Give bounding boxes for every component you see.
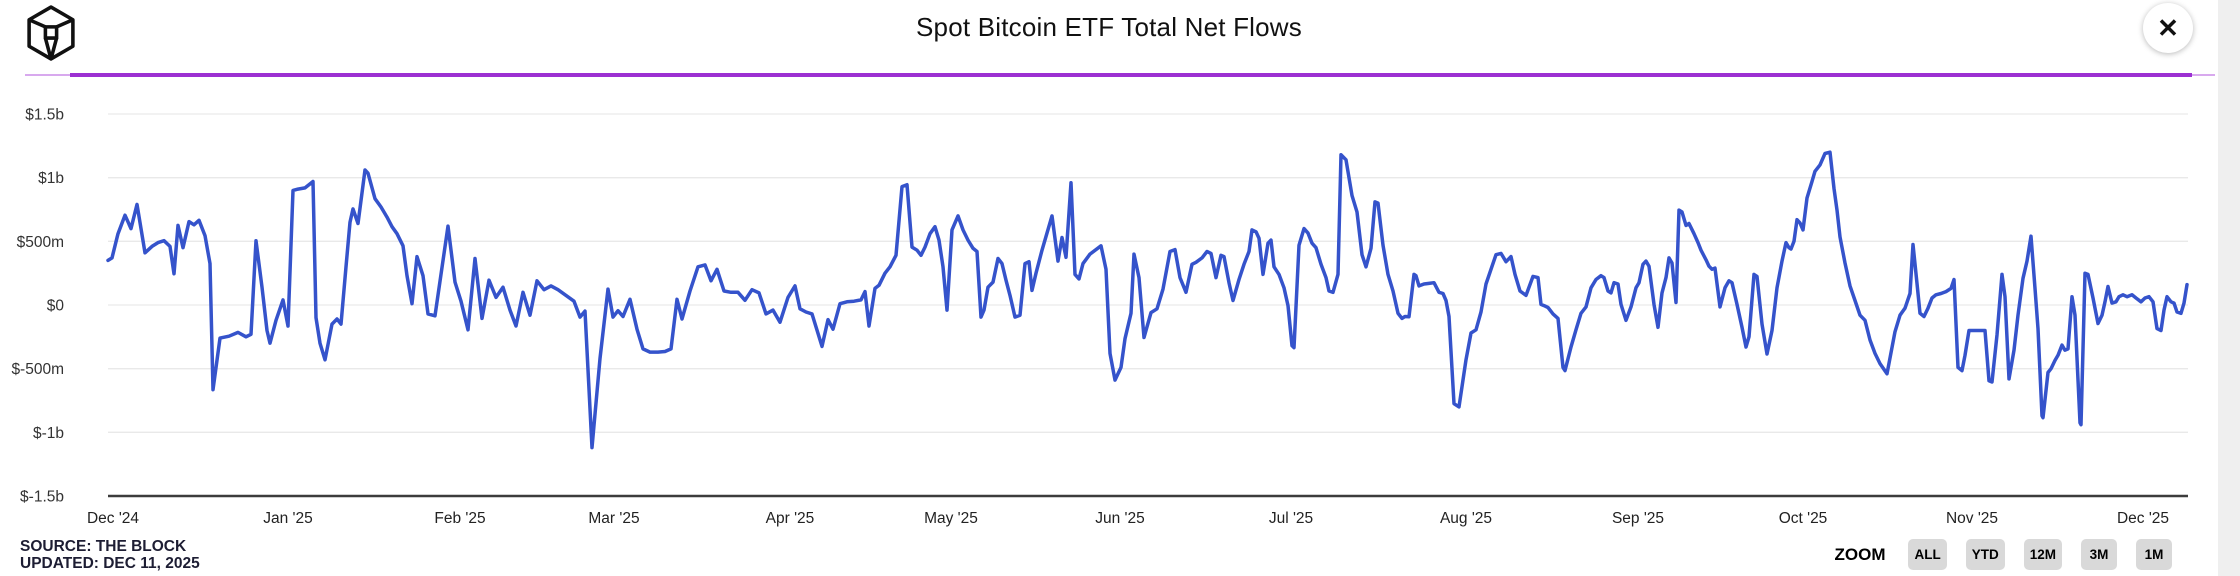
updated-label: UPDATED: DEC 11, 2025 (20, 555, 200, 572)
page-title: Spot Bitcoin ETF Total Net Flows (916, 12, 1302, 42)
x-axis-tick-label: Dec '24 (87, 510, 139, 527)
y-axis-tick-label: $-1b (33, 425, 64, 442)
header-divider (70, 73, 2192, 77)
zoom-label: ZOOM (1834, 544, 1886, 564)
y-axis-tick-label: $-500m (11, 361, 64, 378)
x-axis-tick-label: Aug '25 (1440, 510, 1492, 527)
chart-attribution: SOURCE: THE BLOCK UPDATED: DEC 11, 2025 (20, 538, 200, 572)
y-axis-tick-label: $0 (47, 298, 65, 315)
x-axis-tick-label: Apr '25 (766, 510, 815, 527)
x-axis-tick-label: Jan '25 (263, 510, 313, 527)
source-label: SOURCE: THE BLOCK (20, 538, 187, 555)
zoom-button-ytd[interactable]: YTD (1965, 539, 2005, 570)
net-flows-line-series (106, 150, 2189, 450)
the-block-logo-icon (27, 5, 75, 61)
x-axis-tick-label: Oct '25 (1779, 510, 1828, 527)
x-axis-tick-label: Dec '25 (2117, 510, 2169, 527)
y-axis-tick-label: $500m (17, 234, 64, 251)
zoom-button-all[interactable]: ALL (1908, 539, 1947, 570)
x-axis-tick-label: Mar '25 (588, 510, 639, 527)
x-axis-tick-label: Jul '25 (1269, 510, 1313, 527)
zoom-button-3m[interactable]: 3M (2081, 539, 2117, 570)
page-background-strip (2218, 0, 2240, 576)
x-axis-tick-label: Jun '25 (1095, 510, 1145, 527)
x-axis-tick-label: Nov '25 (1946, 510, 1998, 527)
close-icon: ✕ (2157, 13, 2179, 43)
zoom-button-12m[interactable]: 12M (2023, 539, 2062, 570)
close-button[interactable]: ✕ (2143, 3, 2193, 53)
x-axis-tick-label: Feb '25 (434, 510, 485, 527)
y-axis-tick-label: $1.5b (25, 107, 64, 124)
x-axis-tick-label: May '25 (924, 510, 978, 527)
zoom-button-1m[interactable]: 1M (2136, 539, 2172, 570)
y-axis-tick-label: $-1.5b (20, 489, 64, 506)
y-axis-tick-label: $1b (38, 170, 64, 187)
zoom-controls: ZOOM ALL YTD 12M 3M 1M (1834, 539, 2172, 570)
x-axis-tick-label: Sep '25 (1612, 510, 1664, 527)
